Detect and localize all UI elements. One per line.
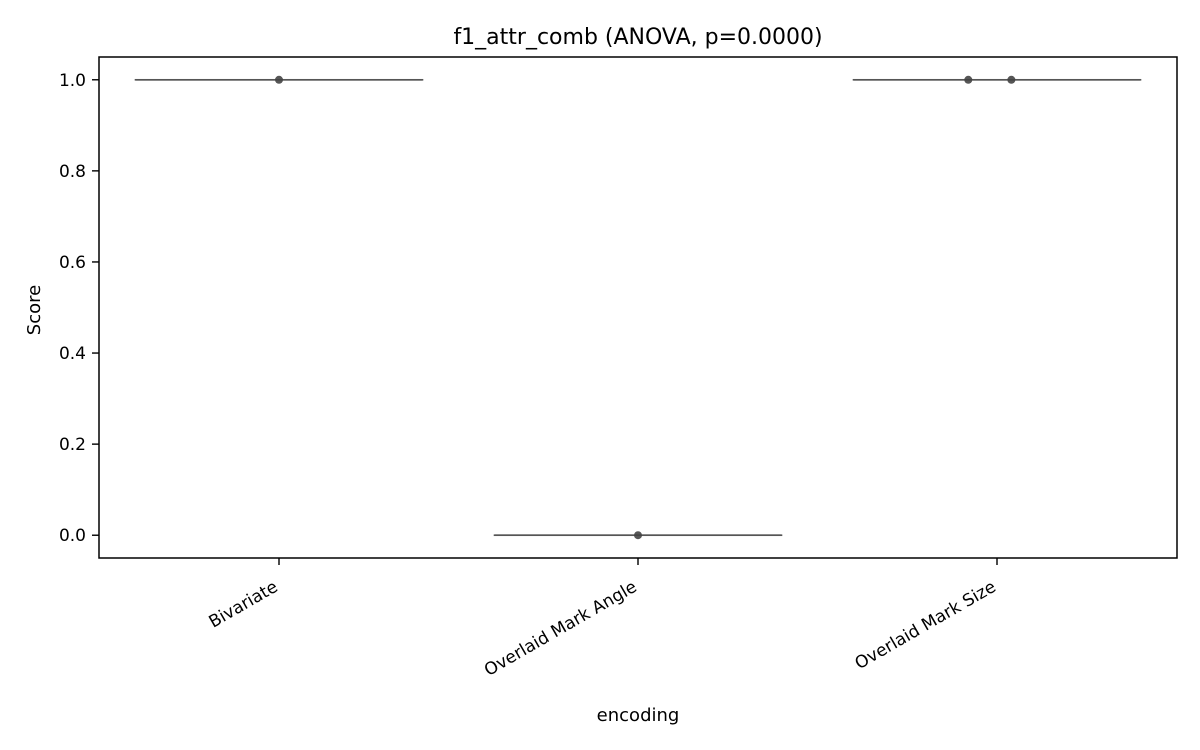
data-point xyxy=(634,531,642,540)
data-point xyxy=(964,75,973,84)
y-tick-label: 0.8 xyxy=(59,162,86,182)
y-tick-label: 0.6 xyxy=(59,253,86,273)
x-tick-label: Bivariate xyxy=(206,577,282,632)
axes-frame xyxy=(98,56,1178,559)
x-tick-label: Overlaid Mark Angle xyxy=(481,577,641,681)
plot-area: 0.0 0.2 0.4 0.6 0.8 1.0 Bivariate Overlaid Mark… xyxy=(59,71,1142,681)
chart-title: f1_attr_comb (ANOVA, p=0.0000) xyxy=(453,25,822,50)
y-axis-label: Score xyxy=(24,285,45,335)
y-tick-label: 0.4 xyxy=(59,344,86,364)
x-tick-label: Overlaid Mark Size xyxy=(852,577,1000,674)
data-point xyxy=(275,75,283,84)
y-tick-label: 1.0 xyxy=(59,71,86,91)
y-tick-label: 0.0 xyxy=(59,526,86,546)
x-axis-label: encoding xyxy=(597,705,680,726)
data-point xyxy=(1007,75,1016,84)
y-tick-label: 0.2 xyxy=(59,435,86,455)
